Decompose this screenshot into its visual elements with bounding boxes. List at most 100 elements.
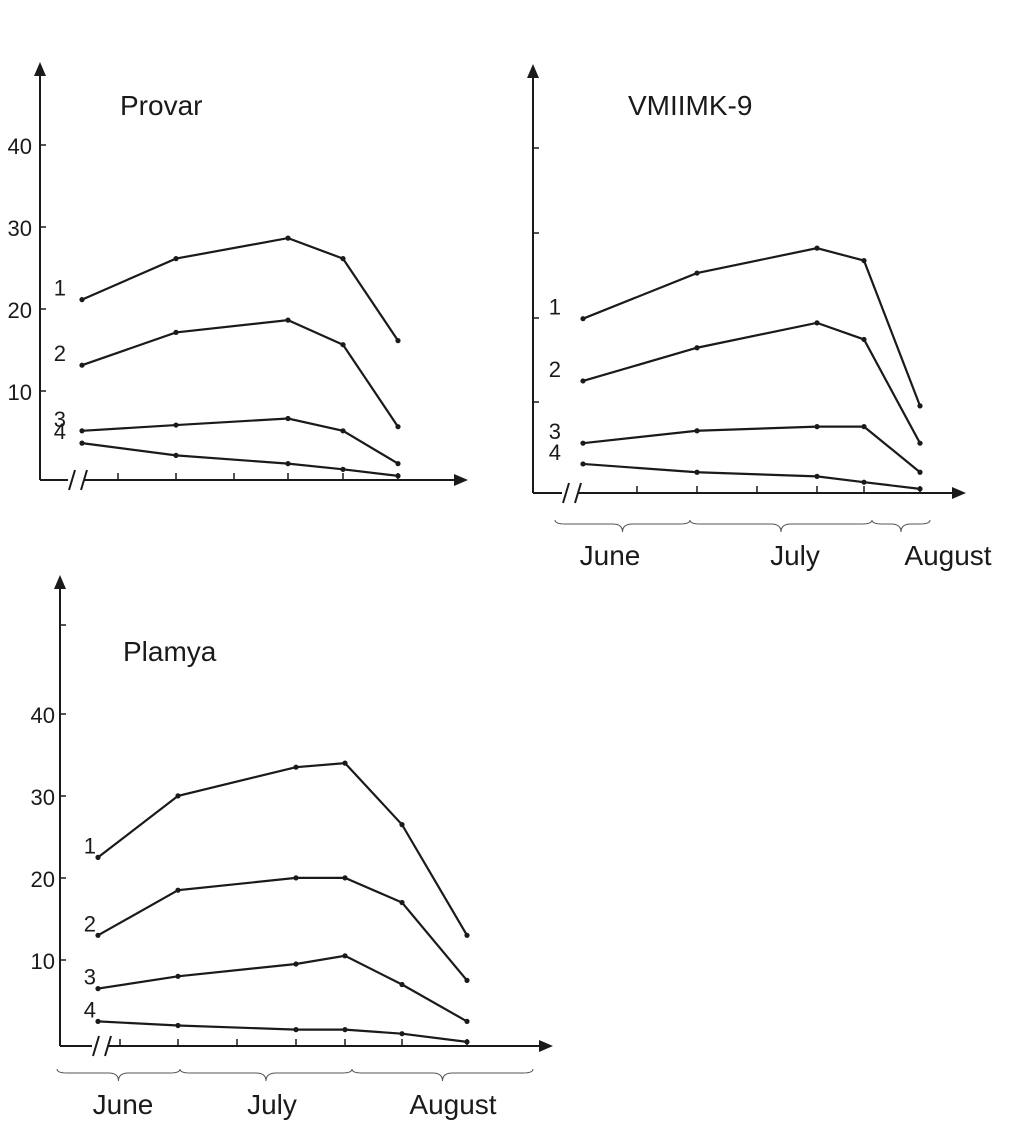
data-point [173, 452, 179, 458]
series-line-1 [582, 247, 922, 407]
data-point [342, 760, 348, 766]
data-point [293, 875, 299, 881]
data-point [580, 461, 586, 467]
y-tick-label: 40 [8, 134, 32, 159]
data-point [399, 981, 405, 988]
x-axis-arrow [454, 474, 468, 486]
data-point [293, 764, 299, 770]
axis-break-mark [562, 482, 570, 504]
data-point [814, 245, 820, 251]
month-brace [554, 519, 691, 533]
data-point [861, 258, 867, 264]
data-point [173, 329, 179, 335]
axis-break-mark [68, 469, 76, 491]
data-point [79, 297, 85, 303]
month-brace [351, 1068, 534, 1082]
data-point [95, 932, 101, 938]
data-point [694, 345, 700, 351]
y-tick-label: 10 [31, 949, 55, 974]
data-point [342, 875, 348, 881]
series-label: 4 [84, 997, 96, 1022]
month-brace [689, 519, 873, 533]
data-point [861, 424, 867, 430]
y-tick-label: 30 [31, 785, 55, 810]
data-point [285, 461, 291, 467]
data-point [285, 415, 291, 422]
data-point [285, 235, 291, 241]
data-point [340, 428, 346, 434]
series-line-3 [97, 954, 468, 1023]
series-line-2 [97, 876, 468, 982]
y-axis-arrow [34, 62, 46, 76]
data-point [917, 403, 923, 409]
series-line-4 [81, 442, 399, 477]
axis-break-mark [574, 482, 582, 504]
month-label: June [93, 1089, 154, 1120]
data-point [917, 440, 923, 446]
series-label: 1 [84, 833, 96, 858]
data-point [175, 973, 181, 979]
series-label: 3 [54, 407, 66, 432]
data-point [917, 469, 923, 475]
data-point [464, 1039, 470, 1045]
data-point [580, 378, 586, 384]
series-line-1 [97, 761, 468, 936]
y-tick-label: 10 [8, 380, 32, 405]
axis-break-mark [92, 1035, 100, 1057]
data-point [285, 317, 291, 323]
data-point [814, 424, 820, 430]
data-point [79, 428, 85, 434]
series-label: 4 [54, 419, 66, 444]
series-line-4 [97, 1020, 468, 1043]
axis-break-mark [104, 1035, 112, 1057]
series-line-3 [81, 417, 399, 465]
y-axis-arrow [54, 575, 66, 589]
series-label: 2 [54, 341, 66, 366]
data-point [175, 793, 181, 799]
axis-break-mark [80, 469, 88, 491]
data-point [342, 1027, 348, 1033]
month-brace [56, 1068, 181, 1082]
data-point [340, 466, 346, 472]
data-point [173, 422, 179, 428]
data-point [917, 486, 923, 492]
data-point [464, 932, 470, 938]
month-brace [871, 519, 931, 533]
data-point [293, 1027, 299, 1033]
y-axis-arrow [527, 64, 539, 78]
series-label: 3 [84, 965, 96, 990]
x-axis-arrow [952, 487, 966, 499]
data-point [861, 336, 867, 343]
data-point [399, 822, 405, 828]
data-point [340, 256, 346, 262]
data-point [395, 473, 401, 479]
y-tick-label: 20 [8, 298, 32, 323]
series-label: 1 [54, 276, 66, 301]
month-label: August [904, 540, 991, 571]
month-label: July [247, 1089, 297, 1120]
chart-title: Provar [120, 90, 202, 121]
data-point [175, 887, 181, 893]
data-point [395, 338, 401, 344]
data-point [95, 854, 101, 861]
data-point [580, 316, 586, 322]
data-point [464, 1018, 470, 1024]
data-point [95, 1018, 101, 1024]
month-brace [179, 1068, 353, 1082]
data-point [340, 342, 346, 348]
series-line-2 [81, 318, 399, 428]
data-point [395, 461, 401, 467]
data-point [79, 440, 85, 446]
data-point [861, 479, 867, 485]
data-point [694, 469, 700, 475]
series-line-4 [582, 462, 921, 490]
series-line-2 [582, 321, 921, 444]
y-tick-label: 20 [31, 867, 55, 892]
data-point [173, 256, 179, 262]
series-label: 3 [549, 419, 561, 444]
data-point [175, 1022, 181, 1029]
data-point [814, 473, 820, 479]
data-point [95, 986, 101, 992]
